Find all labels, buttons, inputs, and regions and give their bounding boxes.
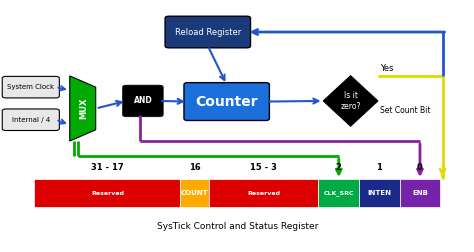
FancyBboxPatch shape [2, 76, 59, 98]
Polygon shape [323, 76, 378, 126]
Text: 0: 0 [417, 163, 423, 172]
Bar [34, 179, 181, 207]
Bar [359, 179, 400, 207]
Bar [209, 179, 319, 207]
Text: Is it
zero?: Is it zero? [340, 91, 361, 111]
Polygon shape [70, 76, 96, 141]
Text: 1: 1 [376, 163, 383, 172]
Text: ENB: ENB [412, 190, 428, 196]
Text: Set Count Bit: Set Count Bit [380, 106, 430, 115]
Text: Internal / 4: Internal / 4 [12, 117, 50, 123]
FancyBboxPatch shape [165, 16, 251, 48]
Text: 2: 2 [336, 163, 342, 172]
Text: 15 - 3: 15 - 3 [250, 163, 277, 172]
Text: SysTick Control and Status Register: SysTick Control and Status Register [156, 223, 318, 232]
Text: COUNT: COUNT [181, 190, 209, 196]
Bar [400, 179, 440, 207]
FancyBboxPatch shape [2, 109, 59, 131]
Text: Reserved: Reserved [91, 191, 124, 196]
Text: MUX: MUX [80, 98, 89, 119]
Bar [181, 179, 209, 207]
Text: Yes: Yes [380, 64, 393, 73]
Bar [319, 179, 359, 207]
Text: System Clock: System Clock [7, 84, 55, 90]
Text: AND: AND [134, 97, 152, 105]
Text: 16: 16 [189, 163, 201, 172]
Text: Reserved: Reserved [247, 191, 280, 196]
Text: 31 - 17: 31 - 17 [91, 163, 124, 172]
FancyBboxPatch shape [184, 83, 269, 120]
Text: CLK_SRC: CLK_SRC [324, 190, 354, 196]
Text: Reload Register: Reload Register [175, 27, 241, 37]
FancyBboxPatch shape [123, 85, 163, 117]
Text: Counter: Counter [195, 94, 258, 109]
Text: INTEN: INTEN [367, 190, 392, 196]
